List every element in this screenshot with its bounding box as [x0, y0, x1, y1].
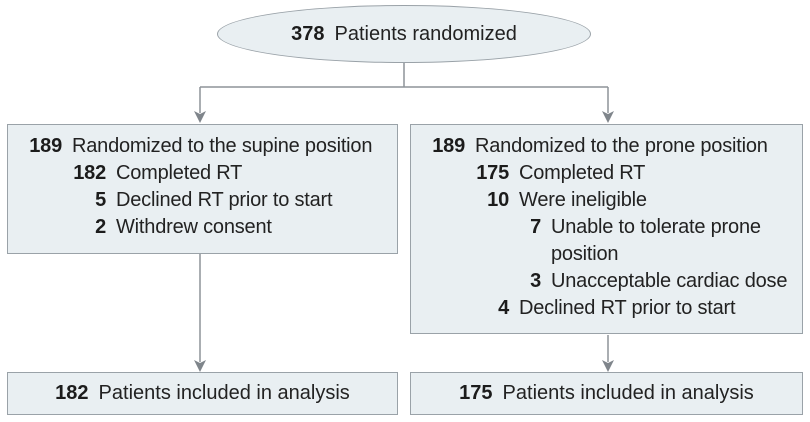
item-label: Unacceptable cardiac dose: [551, 270, 788, 292]
randomized-count: 378: [291, 22, 325, 45]
item-label: Completed RT: [116, 162, 243, 184]
item-label: Randomized to the prone position: [475, 135, 768, 157]
analysis-label: Patients included in analysis: [98, 382, 350, 404]
flow-item: 10 Were ineligible: [425, 187, 796, 214]
item-label: Completed RT: [519, 162, 646, 184]
item-count: 10: [487, 189, 509, 211]
randomized-label: Patients randomized: [334, 22, 517, 45]
arrowhead-to-prone-box: [602, 111, 614, 123]
analysis-label: Patients included in analysis: [502, 382, 754, 404]
connector-lines: [199, 62, 609, 362]
item-label: Were ineligible: [519, 189, 647, 211]
prone-analysis-box: 175 Patients included in analysis: [410, 372, 803, 415]
flow-item: 5 Declined RT prior to start: [22, 187, 391, 214]
item-label: Declined RT prior to start: [519, 297, 736, 319]
item-count: 7: [530, 216, 541, 238]
item-label: Declined RT prior to start: [116, 189, 333, 211]
flow-item: 4 Declined RT prior to start: [425, 295, 796, 322]
flow-item: 3 Unacceptable cardiac dose: [425, 268, 796, 295]
arrowhead-to-supine-box: [194, 111, 206, 123]
item-label: Randomized to the supine position: [72, 135, 373, 157]
analysis-count: 182: [55, 382, 89, 404]
item-count: 2: [95, 216, 106, 238]
randomized-node: 378 Patients randomized: [217, 5, 591, 63]
item-label: Withdrew consent: [116, 216, 272, 238]
prone-arm-box: 189 Randomized to the prone position 175…: [410, 124, 803, 334]
flow-item: 2 Withdrew consent: [22, 214, 391, 241]
supine-arm-box: 189 Randomized to the supine position 18…: [7, 124, 398, 254]
item-count: 182: [73, 162, 106, 184]
item-count: 5: [95, 189, 106, 211]
analysis-count: 175: [459, 382, 493, 404]
item-count: 3: [530, 270, 541, 292]
flow-item: 189 Randomized to the supine position: [22, 133, 391, 160]
item-count: 4: [498, 297, 509, 319]
arrowhead-to-prone-analysis-box: [602, 360, 614, 372]
arrowhead-to-supine-analysis-box: [194, 360, 206, 372]
item-count: 189: [29, 135, 62, 157]
flow-item: 7 Unable to tolerate prone position: [425, 214, 796, 268]
supine-analysis-box: 182 Patients included in analysis: [7, 372, 398, 415]
item-label: Unable to tolerate prone position: [551, 216, 761, 265]
flow-item: 189 Randomized to the prone position: [425, 133, 796, 160]
flow-item: 175 Completed RT: [425, 160, 796, 187]
flow-item: 182 Completed RT: [22, 160, 391, 187]
item-count: 175: [476, 162, 509, 184]
item-count: 189: [432, 135, 465, 157]
